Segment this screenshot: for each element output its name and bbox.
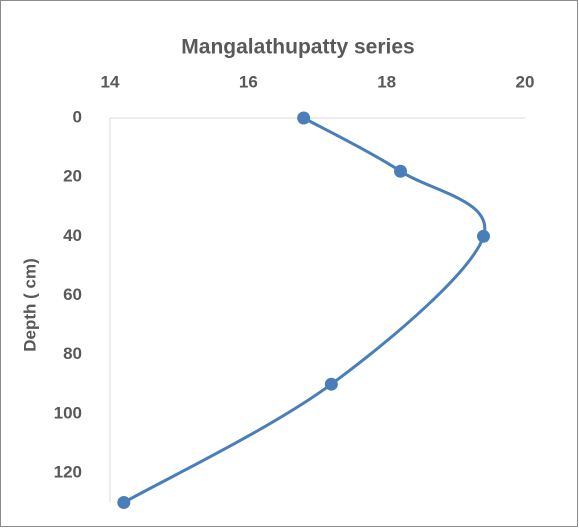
y-tick-label: 80	[63, 344, 82, 363]
chart-title: Mangalathupatty series	[181, 36, 414, 59]
x-tick-label: 18	[377, 72, 396, 91]
y-tick-label: 40	[63, 226, 82, 245]
x-tick-label: 16	[239, 72, 258, 91]
y-tick-label: 60	[63, 285, 82, 304]
data-point	[297, 111, 311, 125]
y-tick-label: 120	[54, 462, 82, 481]
x-tick-label: 20	[516, 72, 535, 91]
y-axis-label: Depth ( cm)	[20, 258, 39, 352]
x-tick-label: 14	[101, 72, 120, 91]
data-point	[394, 164, 407, 178]
series-line	[123, 116, 487, 504]
data-point	[477, 229, 490, 243]
y-tick-label: 20	[63, 167, 82, 186]
y-tick-label: 100	[54, 403, 82, 422]
y-tick-label: 0	[73, 107, 82, 126]
data-point	[117, 496, 131, 509]
data-point	[324, 377, 338, 391]
